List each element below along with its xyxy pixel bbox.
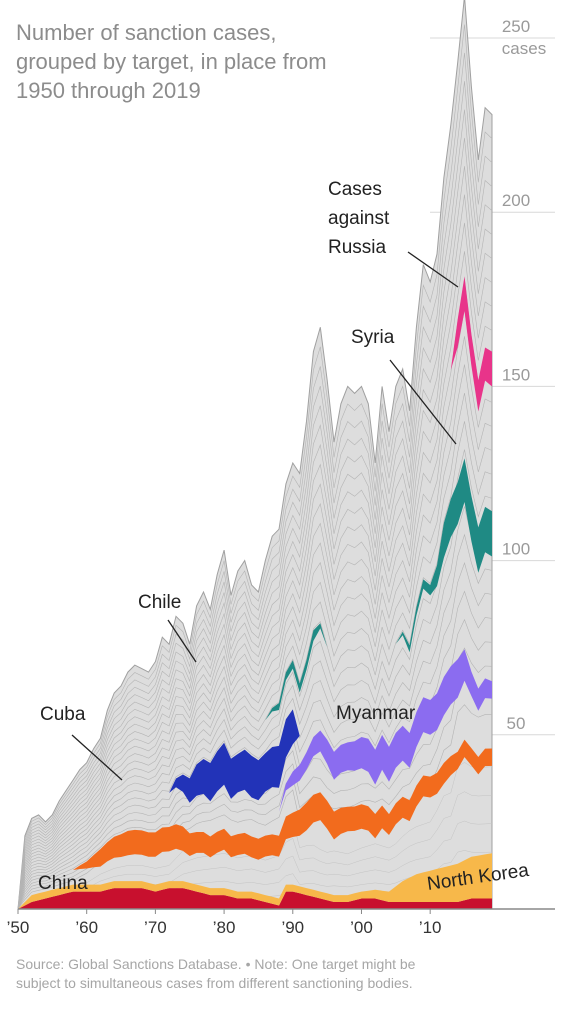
other-target-stream xyxy=(17,251,493,910)
other-target-stream xyxy=(17,24,493,910)
chart-axes: ’50 ’60 ’70 ’80 ’90 ’00 ’10 50 100 150 200 250 cases xyxy=(7,17,555,937)
other-target-stream xyxy=(17,421,493,910)
y-tick-label: 50 xyxy=(507,714,526,733)
y-unit-label: cases xyxy=(502,39,546,58)
label-syria: Syria xyxy=(351,327,395,348)
y-tick-label: 200 xyxy=(502,191,530,210)
other-target-stream xyxy=(17,194,493,910)
other-target-stream xyxy=(17,52,493,910)
stacked-area-chart: ’50 ’60 ’70 ’80 ’90 ’00 ’10 50 100 150 200 250 cases… xyxy=(7,0,555,937)
leader-cuba xyxy=(71,734,123,781)
y-tick-label: 250 xyxy=(502,17,530,36)
x-tick-label: ’50 xyxy=(7,918,30,937)
leader-russia xyxy=(407,251,459,288)
label-russia-line: Russia xyxy=(328,237,387,258)
y-tick-label: 150 xyxy=(502,365,530,384)
band-north-korea xyxy=(18,853,492,909)
leader-chile xyxy=(167,619,197,663)
y-tick-label: 100 xyxy=(502,540,530,559)
other-target-stream xyxy=(17,392,493,910)
x-tick-label: ’60 xyxy=(75,918,98,937)
label-myanmar: Myanmar xyxy=(336,703,416,724)
x-tick-label: ’80 xyxy=(213,918,236,937)
label-russia-line: Cases xyxy=(328,179,382,200)
other-target-stream xyxy=(17,307,493,910)
label-china: China xyxy=(38,873,88,894)
chart-bands xyxy=(17,0,493,910)
other-target-stream xyxy=(17,279,493,910)
chart-annotations: China North KoreaCubaChileMyanmarSyriaCas… xyxy=(38,179,531,895)
chart-title: Number of sanction cases, grouped by tar… xyxy=(16,20,327,103)
label-chile: Chile xyxy=(138,592,181,613)
band-china xyxy=(18,888,492,909)
label-russia: Cases against Russia xyxy=(328,179,390,258)
other-target-stream xyxy=(17,364,493,910)
other-target-stream xyxy=(17,506,493,910)
x-tick-label: ’00 xyxy=(350,918,373,937)
other-target-stream xyxy=(17,477,493,910)
other-target-stream xyxy=(17,137,493,910)
label-russia-line: against xyxy=(328,208,390,229)
other-target-stream xyxy=(17,449,493,910)
other-target-stream xyxy=(17,166,493,910)
source-note: Source: Global Sanctions Database. • Not… xyxy=(16,956,416,991)
x-tick-label: ’70 xyxy=(144,918,167,937)
x-tick-label: ’10 xyxy=(419,918,442,937)
other-target-stream xyxy=(17,336,493,910)
other-target-stream xyxy=(17,222,493,910)
leader-syria xyxy=(389,359,457,445)
x-tick-label: ’90 xyxy=(281,918,304,937)
label-cuba: Cuba xyxy=(40,704,86,725)
other-target-stream xyxy=(17,109,493,910)
